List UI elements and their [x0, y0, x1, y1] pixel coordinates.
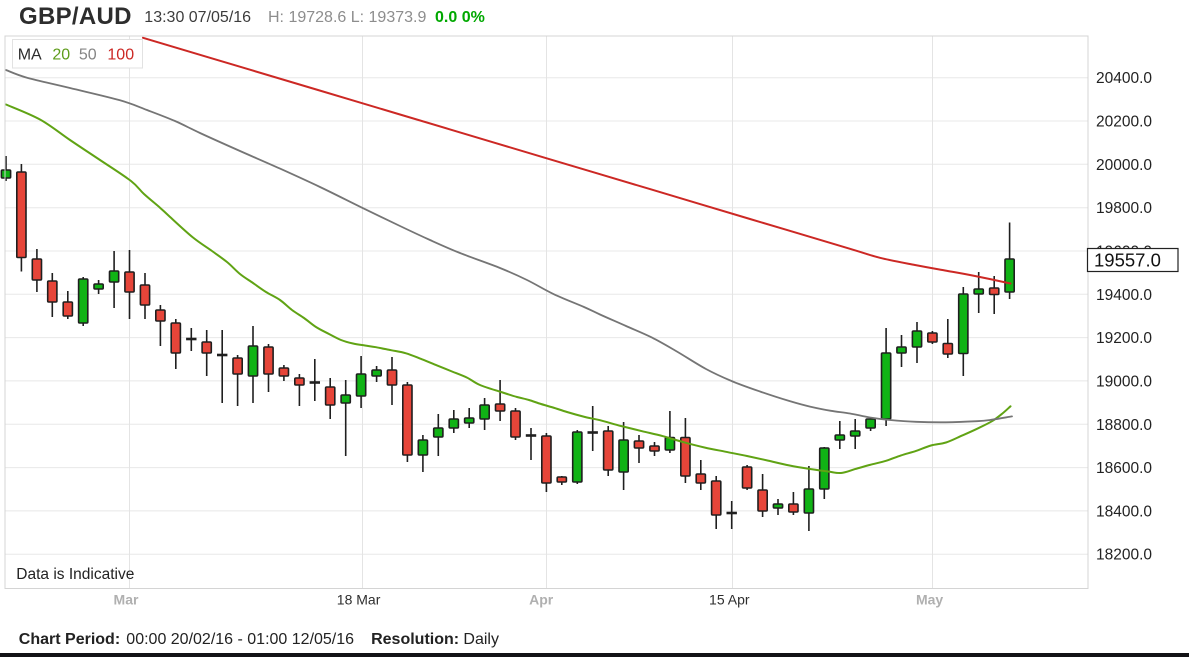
- svg-text:H: 19728.6 L: 19373.9: H: 19728.6 L: 19373.9: [268, 9, 426, 26]
- svg-text:00:00 20/02/16 - 01:00 12/05/1: 00:00 20/02/16 - 01:00 12/05/16: [126, 631, 354, 648]
- svg-text:19800.0: 19800.0: [1096, 200, 1152, 217]
- svg-text:Daily: Daily: [463, 631, 499, 648]
- svg-text:19400.0: 19400.0: [1096, 287, 1152, 304]
- svg-text:0.0 0%: 0.0 0%: [435, 9, 485, 26]
- svg-text:20: 20: [52, 46, 70, 63]
- svg-text:19000.0: 19000.0: [1096, 373, 1152, 390]
- svg-text:Mar: Mar: [114, 592, 139, 608]
- svg-text:19557.0: 19557.0: [1094, 250, 1161, 271]
- svg-text:18600.0: 18600.0: [1096, 460, 1152, 477]
- svg-text:20000.0: 20000.0: [1096, 157, 1152, 174]
- svg-text:15 Apr: 15 Apr: [709, 592, 750, 608]
- svg-text:18800.0: 18800.0: [1096, 417, 1152, 434]
- svg-text:100: 100: [107, 46, 134, 63]
- svg-text:Apr: Apr: [529, 592, 554, 608]
- svg-text:May: May: [916, 592, 943, 608]
- svg-text:19200.0: 19200.0: [1096, 330, 1152, 347]
- svg-text:GBP/AUD: GBP/AUD: [19, 3, 132, 30]
- svg-text:Data is Indicative: Data is Indicative: [16, 566, 134, 583]
- svg-text:Chart Period:: Chart Period:: [19, 631, 120, 648]
- svg-text:18400.0: 18400.0: [1096, 503, 1152, 520]
- svg-text:20200.0: 20200.0: [1096, 114, 1152, 131]
- svg-text:13:30 07/05/16: 13:30 07/05/16: [144, 9, 251, 26]
- svg-text:18200.0: 18200.0: [1096, 547, 1152, 564]
- svg-text:20400.0: 20400.0: [1096, 70, 1152, 87]
- svg-text:50: 50: [79, 46, 97, 63]
- svg-text:MA: MA: [18, 46, 42, 63]
- svg-text:Resolution:: Resolution:: [371, 631, 459, 648]
- svg-text:18 Mar: 18 Mar: [337, 592, 381, 608]
